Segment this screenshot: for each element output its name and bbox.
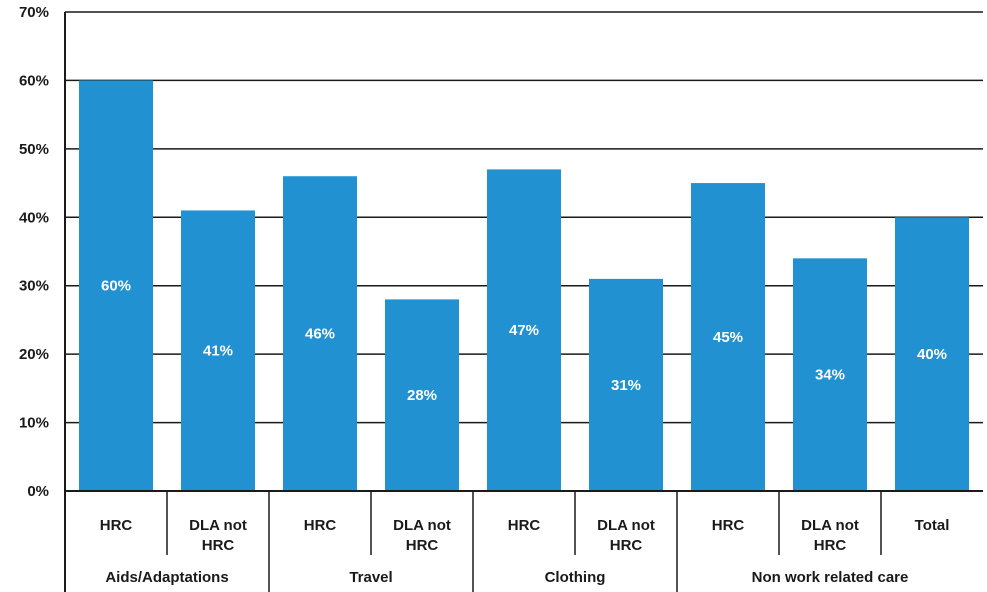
x-category-label: DLA not HRC [597, 517, 655, 554]
x-category-label: HRC [712, 517, 745, 534]
y-tick-label: 20% [19, 346, 49, 363]
data-label: 28% [407, 387, 437, 404]
x-category-label: DLA not HRC [393, 517, 451, 554]
bar [487, 169, 561, 491]
x-category-label: HRC [100, 517, 133, 534]
bar [895, 217, 969, 492]
bar [691, 183, 765, 492]
bar [589, 278, 663, 491]
x-group-label: Clothing [545, 569, 606, 586]
x-category-label: DLA not HRC [801, 517, 859, 554]
y-tick-label: 0% [27, 483, 49, 500]
data-label: 40% [917, 346, 947, 363]
y-tick-label: 40% [19, 209, 49, 226]
axes [64, 12, 983, 592]
data-label: 34% [815, 367, 845, 384]
data-label: 45% [713, 329, 743, 346]
x-axis-groups: Aids/Adaptations Travel Clothing Non work r… [105, 555, 908, 592]
data-label: 46% [305, 326, 335, 343]
y-tick-label: 70% [19, 4, 49, 21]
data-label: 41% [203, 343, 233, 360]
x-axis-categories: HRC DLA not HRC HRC DLA not HRC HRC DLA not HRC H… [100, 491, 950, 555]
x-group-label: Aids/Adaptations [105, 569, 228, 586]
data-label: 47% [509, 322, 539, 339]
bar [181, 210, 255, 491]
y-tick-label: 10% [19, 415, 49, 432]
bars: 60% 41% 46% 28% 47% 31% 45% 34% 40% [79, 80, 969, 492]
x-category-label: HRC [508, 517, 541, 534]
bar [79, 80, 153, 491]
x-category-label: DLA not HRC [189, 517, 247, 554]
bar [283, 176, 357, 491]
bar [793, 258, 867, 491]
y-tick-label: 60% [19, 72, 49, 89]
y-axis-ticks: 0% 10% 20% 30% 40% 50% 60% 70% [19, 4, 49, 500]
x-category-label: Total [915, 517, 950, 534]
x-group-label: Travel [349, 569, 392, 586]
bar [385, 299, 459, 491]
y-tick-label: 30% [19, 278, 49, 295]
data-label: 31% [611, 377, 641, 394]
x-category-label: HRC [304, 517, 337, 534]
x-group-label: Non work related care [752, 569, 909, 586]
data-label: 60% [101, 278, 131, 295]
y-tick-label: 50% [19, 141, 49, 158]
